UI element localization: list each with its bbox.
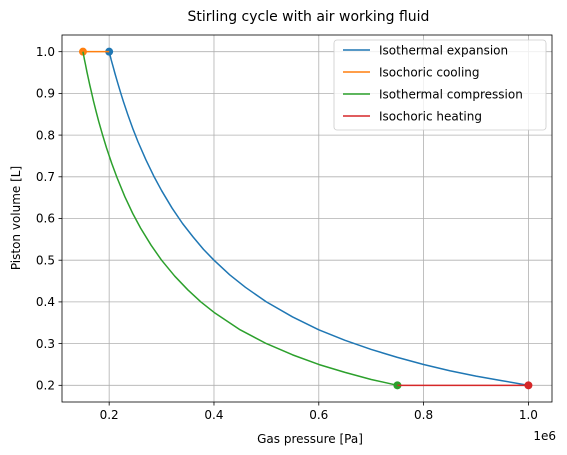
x-tick-label: 0.6 — [309, 408, 328, 422]
x-tick-label: 0.4 — [204, 408, 223, 422]
y-tick-label: 0.6 — [36, 212, 55, 226]
legend-box — [333, 39, 547, 131]
grid-lines — [62, 35, 552, 402]
chart-title: Stirling cycle with air working fluid — [188, 9, 430, 25]
series-point-isochoric-heating — [524, 381, 533, 390]
legend-label-isochoric-heating: Isochoric heating — [379, 109, 482, 123]
y-axis: 0.2 0.3 0.4 0.5 0.6 0.7 0.8 0.9 1.0 — [36, 45, 62, 393]
legend: Isothermal expansion Isochoric cooling Iso… — [333, 39, 547, 131]
series-line-isothermal-compression — [82, 51, 398, 387]
x-axis-offset-text: 1e6 — [533, 429, 556, 443]
y-tick-label: 0.8 — [36, 128, 55, 142]
y-tick-label: 0.7 — [36, 170, 55, 184]
y-tick-label: 0.4 — [36, 295, 55, 309]
y-tick-label: 0.2 — [36, 379, 55, 393]
legend-label-isochoric-cooling: Isochoric cooling — [379, 65, 480, 79]
y-tick-label: 0.3 — [36, 337, 55, 351]
x-tick-label: 1.0 — [519, 408, 538, 422]
legend-label-isothermal-compression: Isothermal compression — [379, 87, 523, 101]
y-tick-label: 0.5 — [36, 253, 55, 267]
x-tick-label: 0.2 — [100, 408, 119, 422]
y-tick-label: 0.9 — [36, 87, 55, 101]
y-tick-label: 1.0 — [36, 45, 55, 59]
legend-label-isothermal-expansion: Isothermal expansion — [379, 43, 508, 57]
x-tick-label: 0.8 — [414, 408, 433, 422]
y-axis-label: Piston volume [L] — [9, 166, 23, 270]
series-line-isothermal-expansion — [108, 51, 529, 387]
x-axis: 0.2 0.4 0.6 0.8 1.0 — [100, 402, 538, 422]
plot-series — [78, 47, 533, 390]
x-axis-label: Gas pressure [Pa] — [257, 432, 363, 446]
